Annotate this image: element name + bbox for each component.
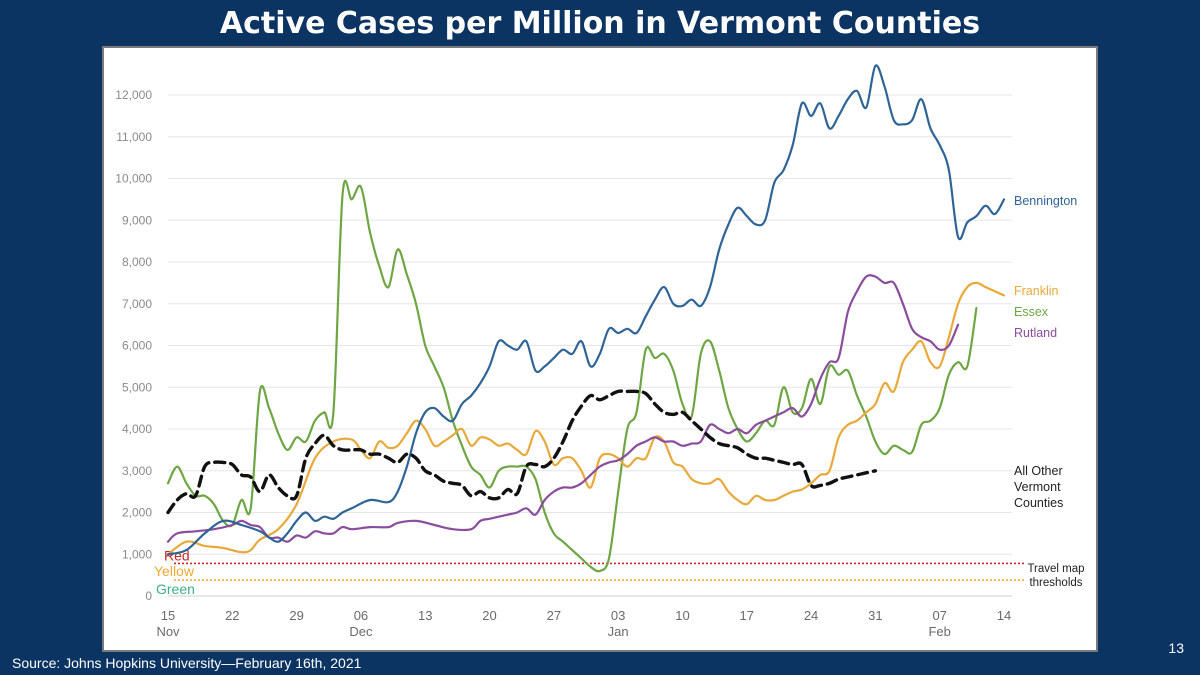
series-line-all-other-vermont-counties — [166, 389, 878, 515]
x-tick-label: 20 — [482, 608, 496, 623]
x-tick-label: 29 — [289, 608, 303, 623]
series-label-franklin: Franklin — [1014, 284, 1059, 298]
x-tick-label: 14 — [997, 608, 1011, 623]
x-tick-label: 27 — [547, 608, 561, 623]
y-tick-label: 2,000 — [122, 506, 152, 520]
series-label-bennington: Bennington — [1014, 194, 1077, 208]
x-tick-month-label: Dec — [349, 624, 373, 639]
series-label-all-other-vermont-counties: Counties — [1014, 496, 1063, 510]
y-tick-label: 9,000 — [122, 213, 152, 227]
series-line-franklin — [166, 281, 1006, 556]
threshold-note-line: thresholds — [1029, 577, 1082, 589]
y-tick-label: 8,000 — [122, 255, 152, 269]
series-line-rutland — [166, 274, 960, 543]
series-line-bennington — [166, 64, 1006, 556]
y-tick-label: 3,000 — [122, 464, 152, 478]
threshold-label-green: Green — [156, 581, 195, 597]
x-tick-month-label: Feb — [928, 624, 950, 639]
x-tick-label: 07 — [932, 608, 946, 623]
x-tick-month-label: Nov — [156, 624, 180, 639]
y-tick-label: 12,000 — [115, 88, 152, 102]
x-tick-label: 10 — [675, 608, 689, 623]
series-line-essex — [166, 179, 978, 573]
x-tick-label: 31 — [868, 608, 882, 623]
y-tick-label: 11,000 — [116, 130, 152, 144]
series-label-all-other-vermont-counties: Vermont — [1014, 480, 1061, 494]
y-tick-label: 0 — [145, 589, 152, 603]
x-tick-label: 22 — [225, 608, 239, 623]
y-tick-label: 6,000 — [122, 339, 152, 353]
y-tick-label: 1,000 — [122, 547, 152, 561]
y-tick-label: 4,000 — [122, 422, 152, 436]
source-citation: Source: Johns Hopkins University—Februar… — [12, 655, 362, 671]
x-tick-month-label: Jan — [608, 624, 629, 639]
series-label-rutland: Rutland — [1014, 326, 1057, 340]
series-label-all-other-vermont-counties: All Other — [1014, 464, 1063, 478]
y-tick-label: 10,000 — [115, 172, 152, 186]
slide-title: Active Cases per Million in Vermont Coun… — [219, 6, 981, 41]
series-label-essex: Essex — [1014, 305, 1049, 319]
y-tick-label: 7,000 — [122, 297, 152, 311]
threshold-label-yellow: Yellow — [154, 563, 195, 579]
x-tick-label: 17 — [740, 608, 754, 623]
x-tick-label: 06 — [354, 608, 368, 623]
x-tick-label: 15 — [161, 608, 175, 623]
x-tick-label: 24 — [804, 608, 818, 623]
x-tick-label: 03 — [611, 608, 625, 623]
chart-frame: 0 1,000 2,000 3,000 4,000 5,000 6,000 7,000 8,00… — [102, 46, 1098, 652]
y-tick-label: 5,000 — [122, 380, 152, 394]
threshold-note-line: Travel map — [1027, 563, 1084, 575]
line-chart: 0 1,000 2,000 3,000 4,000 5,000 6,000 7,000 8,00… — [115, 64, 1085, 639]
x-tick-label: 13 — [418, 608, 432, 623]
page-number: 13 — [1168, 640, 1184, 656]
